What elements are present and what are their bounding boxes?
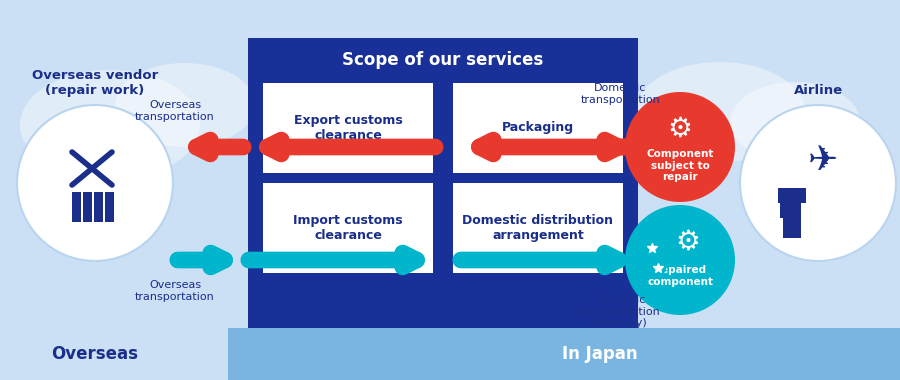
Ellipse shape	[115, 63, 255, 147]
Bar	[72, 192, 81, 222]
Text: Component
subject to
repair: Component subject to repair	[646, 149, 714, 182]
Bar	[0, 328, 248, 380]
Bar	[94, 192, 103, 222]
Text: Domestic distribution
arrangement: Domestic distribution arrangement	[463, 214, 614, 242]
Text: Overseas
transportation: Overseas transportation	[135, 280, 215, 302]
Text: Domestic
transportation: Domestic transportation	[580, 83, 660, 105]
Text: ✈: ✈	[808, 144, 838, 178]
Text: Export customs
clearance: Export customs clearance	[293, 114, 402, 142]
Bar	[783, 193, 801, 238]
Circle shape	[17, 105, 173, 261]
Circle shape	[625, 205, 735, 315]
Circle shape	[625, 92, 735, 202]
Bar	[453, 83, 623, 173]
Text: Overseas vendor
(repair work): Overseas vendor (repair work)	[32, 69, 158, 97]
Bar	[83, 192, 92, 222]
Bar	[778, 188, 806, 203]
Text: ⚙: ⚙	[676, 228, 700, 256]
Bar	[780, 203, 786, 218]
Bar	[105, 192, 114, 222]
Text: Overseas: Overseas	[51, 345, 139, 363]
Text: ⚙: ⚙	[668, 115, 692, 143]
Text: Packaging: Packaging	[502, 122, 574, 135]
Bar	[248, 38, 638, 328]
Circle shape	[740, 105, 896, 261]
Text: Scope of our services: Scope of our services	[342, 51, 544, 69]
Text: Domestic
transportation
(delivery): Domestic transportation (delivery)	[580, 295, 660, 328]
Bar	[263, 83, 433, 173]
Text: Repaired
component: Repaired component	[647, 265, 713, 287]
Text: Import customs
clearance: Import customs clearance	[293, 214, 403, 242]
Text: In Japan: In Japan	[562, 345, 638, 363]
Bar	[263, 183, 433, 273]
Ellipse shape	[635, 62, 805, 162]
Text: Airline: Airline	[794, 84, 842, 97]
Bar	[0, 328, 900, 380]
Ellipse shape	[20, 70, 200, 180]
Bar	[453, 183, 623, 273]
Ellipse shape	[730, 82, 860, 162]
Polygon shape	[228, 328, 288, 380]
Text: Overseas
transportation: Overseas transportation	[135, 100, 215, 122]
